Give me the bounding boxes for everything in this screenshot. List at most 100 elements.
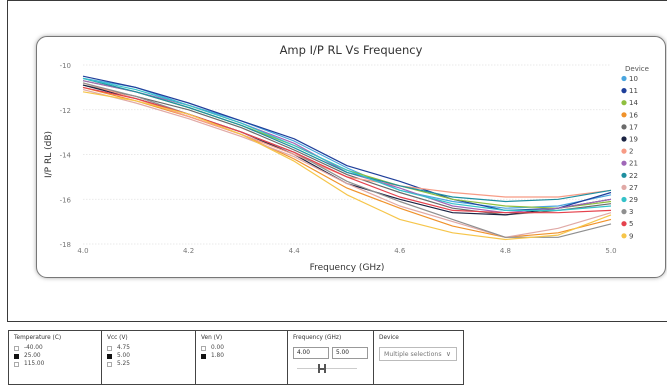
vcc-option-label: 5.25 [117,361,130,367]
temperature-option-label: 25.00 [24,353,41,359]
vcc-option-label: 5.00 [117,353,130,359]
ven-checkbox[interactable] [201,353,206,359]
series-line-22[interactable] [82,77,612,203]
legend-marker-2[interactable] [621,148,627,154]
ven-option[interactable]: 0.00 [201,344,287,352]
x-tick-label: 4.2 [183,247,194,255]
frequency-slider-track[interactable] [297,368,357,369]
ven-option[interactable]: 1.80 [201,352,287,360]
legend-marker-27[interactable] [621,184,627,190]
frequency-filter: Frequency (GHz) 4.00 5.00 [287,330,373,385]
vcc-option[interactable]: 5.25 [107,360,195,368]
device-dropdown-value: Multiple selections [384,351,442,358]
series-line-9[interactable] [82,91,612,241]
y-tick-label: -10 [60,62,71,70]
legend-marker-19[interactable] [621,136,627,142]
y-axis-title: I/P RL (dB) [44,131,54,178]
temperature-filter-title: Temperature (C) [14,335,62,341]
series-line-10[interactable] [82,77,612,209]
y-tick-label: -12 [60,107,71,115]
x-tick-label: 4.4 [289,247,301,255]
vcc-option-label: 4.75 [117,345,130,351]
chart-card: Amp I/P RL Vs Frequency -10 -12 -14 -16 -18 4.… [36,36,666,278]
legend-label-2[interactable]: 2 [629,148,633,156]
temperature-option[interactable]: 25.00 [14,352,101,360]
legend-label-16[interactable]: 16 [629,111,638,119]
temperature-option[interactable]: 115.00 [14,360,101,368]
legend-marker-10[interactable] [621,75,627,82]
ven-options: 0.00 1.80 [201,344,287,360]
vcc-filter-title: Vcc (V) [107,335,128,341]
ven-filter: Ven (V) 0.00 1.80 [195,330,287,385]
series-line-17[interactable] [82,84,612,216]
temperature-option-label: 115.00 [24,361,45,367]
x-tick-label: 4.0 [77,247,88,255]
legend-label-5[interactable]: 5 [629,220,633,228]
device-filter: Device Multiple selections ∨ [373,330,464,385]
series-line-3[interactable] [82,82,612,238]
vcc-checkbox[interactable] [107,361,112,367]
legend-label-22[interactable]: 22 [629,172,638,180]
device-dropdown[interactable]: Multiple selections ∨ [379,347,457,361]
legend-marker-11[interactable] [621,88,627,94]
series-line-5[interactable] [82,86,612,214]
temperature-checkbox[interactable] [14,361,19,367]
device-filter-title: Device [379,335,399,341]
x-tick-label: 4.6 [394,247,406,255]
ven-filter-title: Ven (V) [201,335,223,341]
vcc-checkbox[interactable] [107,353,112,359]
legend-label-21[interactable]: 21 [629,160,638,168]
legend-label-9[interactable]: 9 [629,232,633,240]
x-tick-label: 4.8 [500,247,511,255]
legend-label-10[interactable]: 10 [629,75,638,83]
legend-marker-3[interactable] [621,209,627,215]
series-line-27[interactable] [82,89,612,238]
chevron-down-icon: ∨ [445,350,451,358]
legend-marker-14[interactable] [621,100,627,106]
legend-marker-16[interactable] [621,112,627,118]
legend-label-17[interactable]: 17 [629,123,638,131]
series-line-16[interactable] [82,86,612,238]
series-line-29[interactable] [82,77,612,211]
series-line-11[interactable] [82,75,612,211]
legend-label-29[interactable]: 29 [629,196,638,204]
vcc-option[interactable]: 5.00 [107,352,195,360]
legend-marker-22[interactable] [621,172,627,178]
x-axis-title: Frequency (GHz) [310,263,385,273]
vcc-checkbox[interactable] [107,345,112,351]
y-tick-label: -18 [60,241,71,249]
series-line-21[interactable] [82,80,612,214]
vcc-options: 4.75 5.00 5.25 [107,344,195,368]
vcc-filter: Vcc (V) 4.75 5.00 5.25 [101,330,195,385]
filter-bar: Temperature (C) -40.00 25.00 115.00 Vcc (V… [8,330,464,385]
temperature-options: -40.00 25.00 115.00 [14,344,101,368]
temperature-option-label: -40.00 [24,345,43,351]
legend-marker-5[interactable] [621,221,627,227]
temperature-filter: Temperature (C) -40.00 25.00 115.00 [8,330,101,385]
legend-marker-9[interactable] [621,233,627,239]
frequency-min-input[interactable]: 4.00 [293,347,329,359]
legend-label-19[interactable]: 19 [629,136,638,144]
y-tick-label: -16 [60,196,72,204]
frequency-slider-handle[interactable] [318,364,328,373]
y-tick-label: -14 [60,152,72,160]
x-tick-label: 5.0 [605,247,616,255]
legend-label-14[interactable]: 14 [629,99,638,107]
ven-option-label: 0.00 [211,345,224,351]
legend-marker-17[interactable] [621,124,627,130]
frequency-filter-title: Frequency (GHz) [293,335,342,341]
legend-marker-21[interactable] [621,160,627,166]
temperature-option[interactable]: -40.00 [14,344,101,352]
ven-checkbox[interactable] [201,345,206,351]
vcc-option[interactable]: 4.75 [107,344,195,352]
ven-option-label: 1.80 [211,353,224,359]
legend-label-11[interactable]: 11 [629,87,638,95]
legend-label-27[interactable]: 27 [629,184,638,192]
line-chart: Amp I/P RL Vs Frequency -10 -12 -14 -16 -18 4.… [44,43,649,273]
temperature-checkbox[interactable] [14,345,19,351]
legend-title: Device [625,65,649,73]
legend-marker-29[interactable] [621,196,627,203]
legend-label-3[interactable]: 3 [629,208,633,216]
temperature-checkbox[interactable] [14,353,19,359]
frequency-max-input[interactable]: 5.00 [332,347,368,359]
